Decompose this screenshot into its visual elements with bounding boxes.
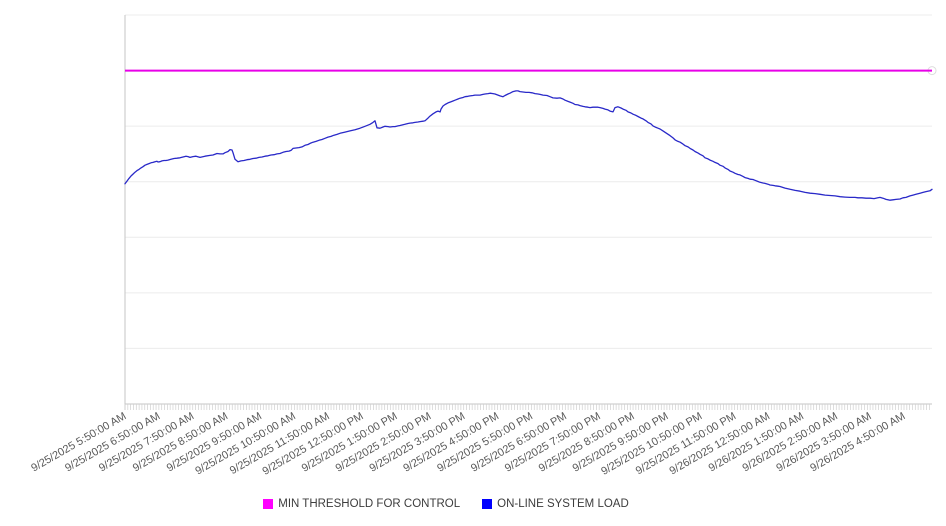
legend-swatch <box>263 499 274 509</box>
chart-legend: MIN THRESHOLD FOR CONTROL ON-LINE SYSTEM… <box>0 498 919 526</box>
legend-item-load[interactable]: ON-LINE SYSTEM LOAD <box>482 498 629 510</box>
legend-item-threshold[interactable]: MIN THRESHOLD FOR CONTROL <box>263 498 460 510</box>
load-line <box>124 90 933 201</box>
legend-label-threshold: MIN THRESHOLD FOR CONTROL <box>278 498 461 510</box>
legend-swatch <box>482 499 493 509</box>
load-chart-svg: 9/25/2025 5:50:00 AM9/25/2025 6:50:00 AM… <box>29 14 937 478</box>
legend-label-load: ON-LINE SYSTEM LOAD <box>497 498 629 510</box>
